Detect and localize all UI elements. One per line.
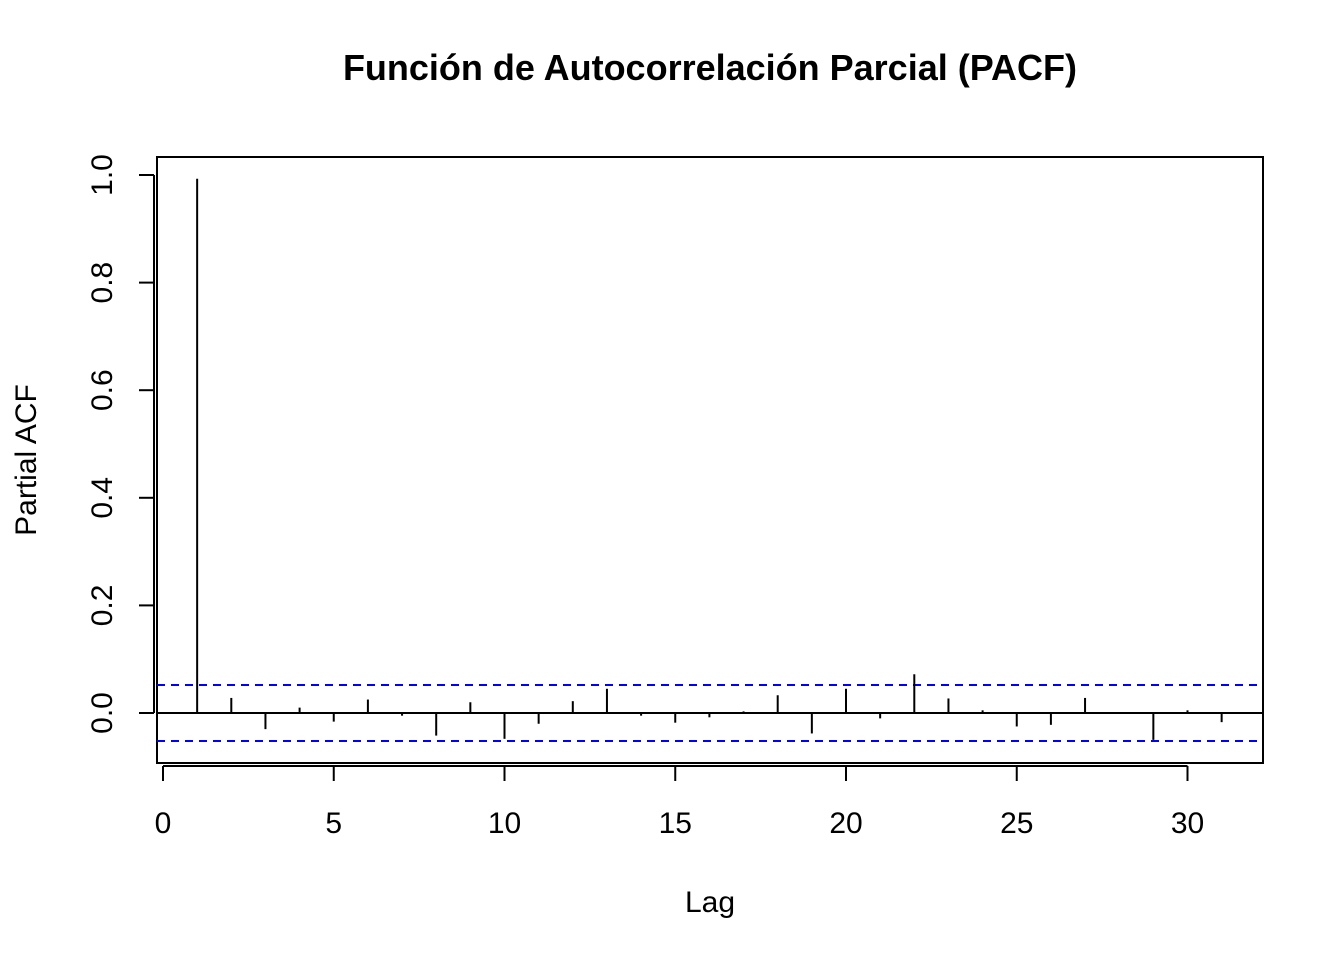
x-tick-label-0: 0 [155, 807, 172, 840]
y-tick-label-0.4: 0.4 [86, 477, 119, 519]
y-axis-label: Partial ACF [10, 384, 43, 536]
plot-frame [156, 156, 1264, 764]
y-tick-label-0.8: 0.8 [86, 262, 119, 304]
x-tick-label-25: 25 [1000, 807, 1033, 840]
x-tick-label-20: 20 [829, 807, 862, 840]
y-axis: 0.0 0.2 0.4 0.6 0.8 1.0 [86, 154, 155, 734]
confidence-interval-lines [157, 684, 1263, 742]
y-tick-label-0.2: 0.2 [86, 585, 119, 627]
x-axis: 0 5 10 15 20 25 30 [155, 765, 1204, 840]
pacf-bars [196, 178, 1223, 740]
x-tick-label-15: 15 [659, 807, 692, 840]
x-tick-label-10: 10 [488, 807, 521, 840]
chart-title: Función de Autocorrelación Parcial (PACF… [343, 47, 1077, 88]
y-tick-label-0.0: 0.0 [86, 692, 119, 734]
x-axis-label: Lag [685, 886, 735, 919]
x-tick-label-30: 30 [1171, 807, 1204, 840]
x-tick-label-5: 5 [325, 807, 342, 840]
y-tick-label-1.0: 1.0 [86, 154, 119, 196]
y-tick-label-0.6: 0.6 [86, 369, 119, 411]
